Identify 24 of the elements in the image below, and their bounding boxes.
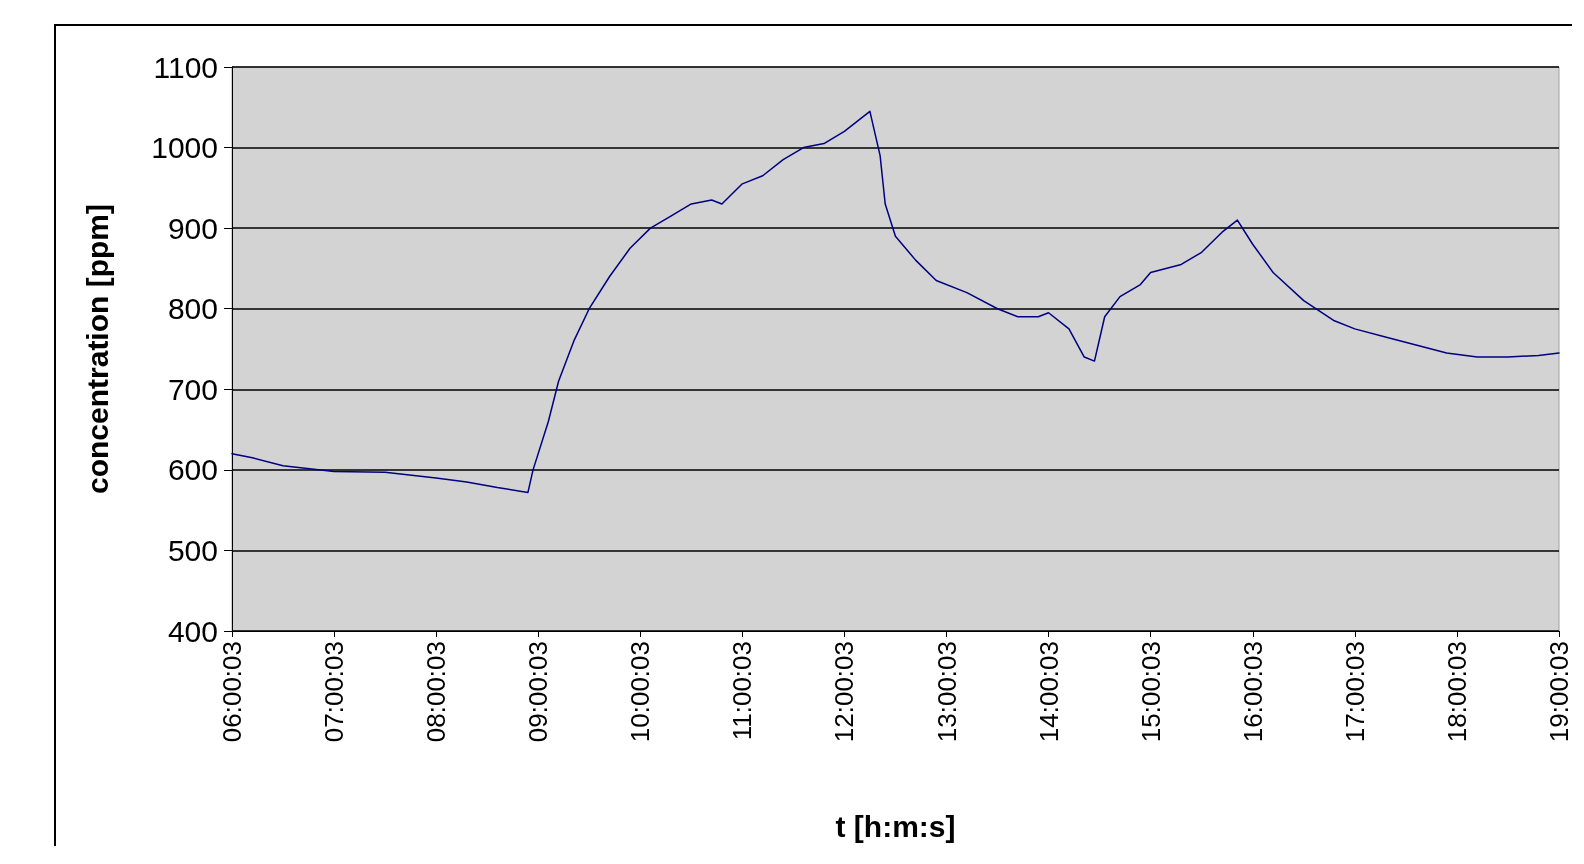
x-tick-label: 15:00:03 xyxy=(1135,641,1166,743)
x-tick-label: 06:00:03 xyxy=(217,641,247,743)
x-axis-title: t [h:m:s] xyxy=(835,809,956,843)
x-tick-label: 10:00:03 xyxy=(625,641,656,743)
y-tick-label: 1100 xyxy=(153,50,218,84)
x-tick-label: 16:00:03 xyxy=(1237,641,1268,743)
x-tick-label: 11:00:03 xyxy=(727,641,758,741)
y-tick-label: 700 xyxy=(167,372,218,406)
x-tick-label: 07:00:03 xyxy=(319,641,350,743)
x-tick-label: 14:00:03 xyxy=(1033,641,1064,743)
x-tick-label: 13:00:03 xyxy=(931,641,962,743)
x-tick-label: 09:00:03 xyxy=(523,641,554,743)
y-tick-label: 900 xyxy=(167,211,218,245)
y-tick-label: 400 xyxy=(167,614,218,648)
y-tick-label: 500 xyxy=(167,533,218,567)
y-tick-label: 600 xyxy=(167,453,218,487)
x-tick-label: 18:00:03 xyxy=(1441,641,1472,743)
y-tick-label: 1000 xyxy=(151,131,218,165)
x-tick-label: 12:00:03 xyxy=(829,641,860,743)
x-tick-label: 17:00:03 xyxy=(1339,641,1370,743)
y-axis-title: concentration [ppm] xyxy=(80,204,114,494)
x-tick-label: 19:00:03 xyxy=(1544,641,1574,743)
x-tick-label: 08:00:03 xyxy=(421,641,452,743)
y-tick-label: 800 xyxy=(167,292,218,326)
